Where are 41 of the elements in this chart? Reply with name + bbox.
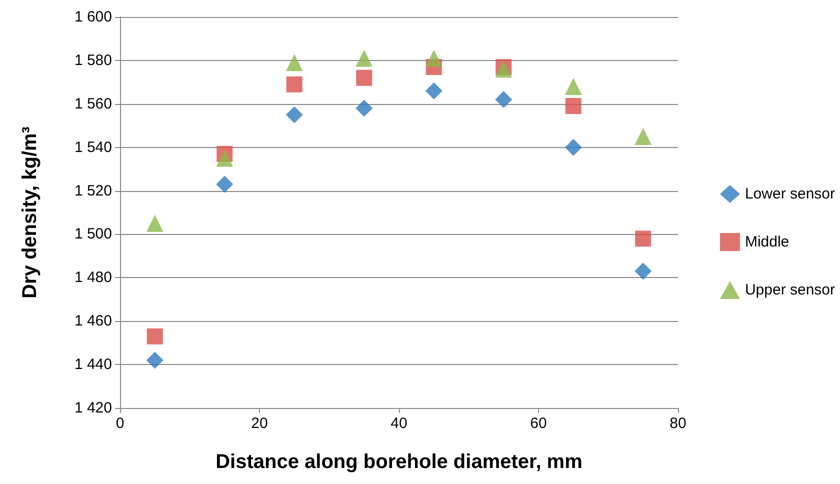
x-tick-label: 20 bbox=[251, 415, 268, 432]
point bbox=[216, 150, 234, 167]
x-tick-label: 0 bbox=[116, 415, 124, 432]
point bbox=[146, 214, 164, 232]
y-axis-title: Dry density, kg/m³ bbox=[19, 126, 41, 298]
point bbox=[286, 106, 303, 124]
point bbox=[564, 78, 582, 96]
y-tick-label: 1 540 bbox=[74, 138, 112, 156]
point bbox=[356, 50, 373, 67]
point bbox=[495, 91, 512, 108]
y-tick-label: 1 480 bbox=[74, 269, 112, 286]
x-tick-label: 80 bbox=[670, 415, 686, 432]
legend-label: Upper sensor bbox=[744, 282, 836, 298]
point bbox=[356, 100, 373, 117]
point bbox=[286, 76, 302, 92]
y-tick-label: 1 520 bbox=[74, 182, 112, 200]
point bbox=[564, 138, 582, 156]
point bbox=[425, 50, 442, 67]
x-tick-label: 40 bbox=[390, 415, 408, 432]
x-axis-title: Distance along borehole diameter, mm bbox=[216, 451, 582, 473]
point bbox=[146, 352, 164, 369]
y-tick-label: 1 420 bbox=[74, 400, 112, 416]
y-tick-label: 1 600 bbox=[74, 8, 112, 26]
point bbox=[634, 262, 652, 280]
point bbox=[425, 82, 442, 100]
point bbox=[635, 230, 652, 247]
point bbox=[216, 176, 234, 193]
point bbox=[286, 54, 303, 72]
x-tick-label: 60 bbox=[530, 415, 547, 432]
y-tick-label: 1 460 bbox=[74, 312, 112, 330]
point bbox=[356, 70, 372, 86]
point bbox=[146, 328, 163, 344]
y-tick-label: 1 580 bbox=[74, 52, 112, 69]
point bbox=[495, 60, 512, 78]
point bbox=[565, 98, 582, 114]
point bbox=[634, 128, 652, 145]
legend-label: Middle bbox=[744, 234, 790, 250]
y-tick-label: 1 440 bbox=[74, 356, 112, 374]
y-tick-label: 1 560 bbox=[74, 95, 112, 112]
y-tick-label: 1 500 bbox=[74, 226, 112, 243]
legend-label: Lower sensor bbox=[744, 186, 836, 202]
